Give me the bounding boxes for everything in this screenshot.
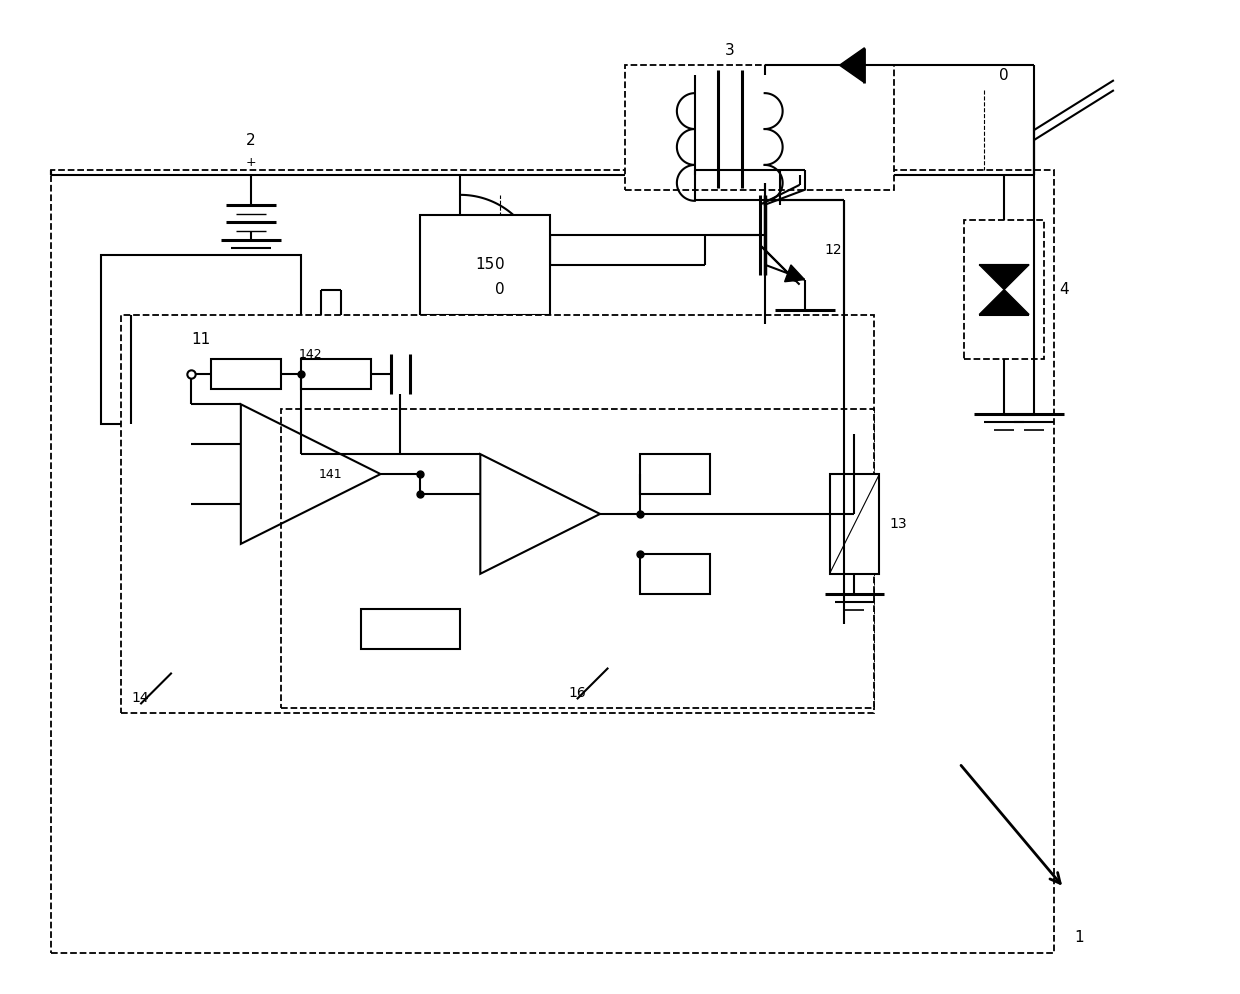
Bar [420, 215, 551, 314]
Bar [51, 170, 1054, 952]
Polygon shape [980, 289, 1029, 314]
Text: 15: 15 [476, 257, 495, 272]
Text: 12: 12 [825, 243, 842, 256]
Polygon shape [839, 48, 864, 83]
Text: 1: 1 [1074, 930, 1084, 945]
Text: 14: 14 [131, 692, 149, 706]
Text: 11: 11 [191, 332, 211, 347]
Text: 4: 4 [1059, 282, 1069, 297]
Bar [625, 66, 894, 190]
Bar [102, 254, 301, 424]
Bar [211, 360, 280, 390]
Bar [965, 220, 1044, 360]
Bar [122, 314, 874, 714]
Bar [361, 608, 460, 648]
Text: 0: 0 [496, 257, 505, 272]
Bar [640, 554, 709, 593]
Text: 3: 3 [725, 43, 734, 58]
Bar [640, 454, 709, 494]
Bar [301, 360, 371, 390]
Text: 16: 16 [569, 687, 587, 701]
Bar [280, 410, 874, 709]
Text: 2: 2 [246, 132, 255, 147]
Text: 141: 141 [319, 467, 342, 480]
Bar [830, 474, 879, 574]
Text: 13: 13 [889, 517, 906, 531]
Text: +: + [246, 156, 257, 169]
Text: 0: 0 [496, 282, 505, 297]
Polygon shape [785, 265, 805, 281]
Polygon shape [980, 264, 1029, 289]
Text: 142: 142 [299, 348, 322, 361]
Text: 0: 0 [999, 68, 1009, 83]
